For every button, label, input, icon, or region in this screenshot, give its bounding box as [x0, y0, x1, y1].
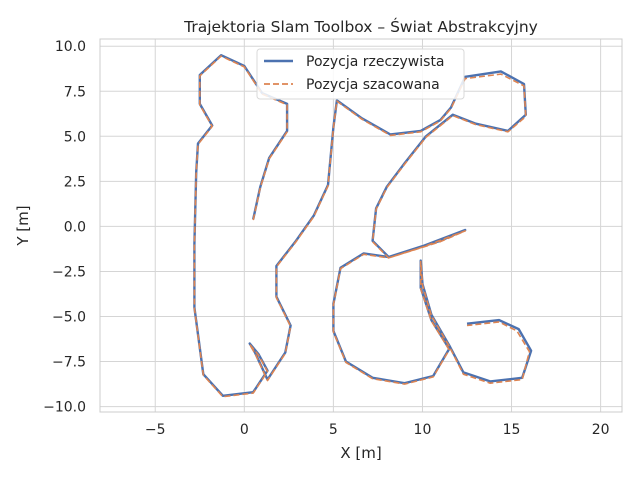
tick-labels: −5 0 5 10 15 20 −10.0 −7.5 −5.0 −2.5 0.0 2.5 5.0 7.5 1…	[43, 39, 609, 438]
plot-frame	[99, 38, 623, 413]
y-tick-label: −5.0	[52, 309, 86, 325]
x-tick-label: −5	[145, 422, 166, 438]
series-line-actual	[193, 54, 533, 397]
legend-box	[256, 48, 465, 100]
legend: Pozycja rzeczywista Pozycja szacowana	[256, 48, 465, 100]
y-tick-label: 10.0	[55, 39, 86, 55]
x-tick-label: 10	[414, 422, 432, 438]
y-tick-label: −7.5	[52, 355, 86, 371]
x-tick-label: 0	[240, 422, 249, 438]
y-tick-label: 0.0	[64, 219, 86, 235]
y-tick-label: 2.5	[64, 174, 86, 190]
y-tick-label: −10.0	[43, 400, 86, 416]
y-tick-label: 7.5	[64, 84, 86, 100]
legend-label-actual: Pozycja rzeczywista	[306, 54, 445, 70]
series-layer	[193, 54, 533, 398]
y-tick-label: 5.0	[64, 129, 86, 145]
y-axis-label: Y [m]	[14, 205, 32, 246]
x-axis-label: X [m]	[340, 444, 381, 462]
series-line-estimated	[193, 55, 531, 398]
plot-area	[100, 39, 622, 412]
x-tick-label: 20	[592, 422, 610, 438]
y-tick-label: −2.5	[52, 264, 86, 280]
x-tick-label: 5	[329, 422, 338, 438]
chart-title: Trajektoria Slam Toolbox – Świat Abstrak…	[183, 17, 538, 36]
legend-label-estimated: Pozycja szacowana	[306, 77, 440, 93]
grid	[100, 39, 622, 412]
x-tick-label: 15	[503, 422, 521, 438]
